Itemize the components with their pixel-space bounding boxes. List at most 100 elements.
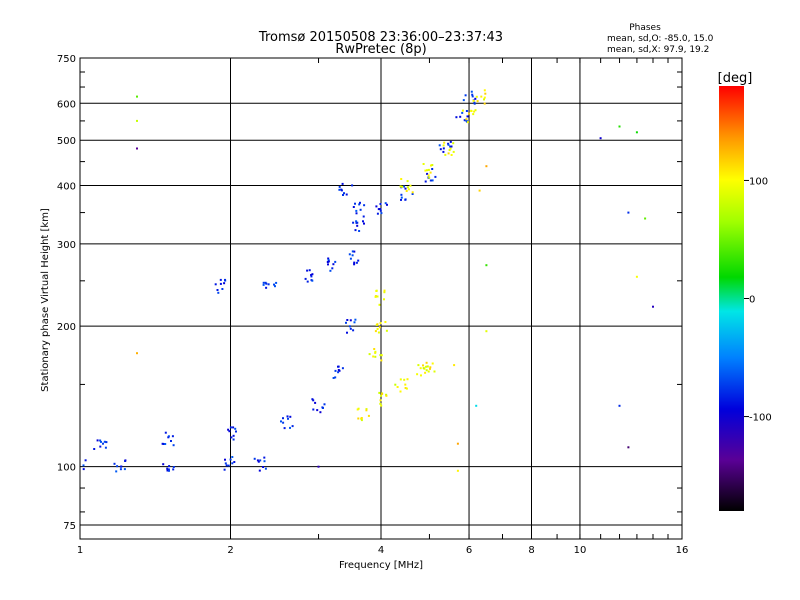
x-axis-label: Frequency [MHz] — [339, 560, 423, 571]
data-point — [75, 460, 77, 462]
colorbar — [719, 86, 744, 511]
data-point — [337, 369, 340, 371]
data-point — [216, 289, 219, 291]
phases-line-o: mean, sd,O: -85.0, 15.0 — [607, 34, 714, 44]
y-tick-label: 600 — [57, 99, 76, 110]
data-point — [214, 283, 217, 286]
data-point — [404, 187, 407, 190]
data-point — [282, 417, 284, 420]
data-point — [462, 99, 465, 102]
data-point — [378, 391, 381, 394]
data-point — [231, 456, 234, 458]
data-point — [383, 298, 385, 301]
data-point — [470, 110, 473, 112]
data-point — [372, 355, 375, 358]
data-point — [332, 377, 335, 379]
data-point — [224, 278, 226, 281]
data-point — [381, 392, 384, 395]
data-point — [267, 283, 270, 286]
data-point — [358, 230, 361, 232]
data-point — [231, 462, 234, 465]
data-point — [327, 260, 330, 263]
data-point — [282, 421, 285, 424]
data-point — [352, 221, 355, 224]
data-point — [442, 144, 445, 147]
data-point — [424, 371, 427, 374]
data-point — [407, 188, 410, 191]
data-point — [485, 330, 488, 333]
axis-ticks: 1 2 4 6 8 10 16 75 100 200 300 400 500 600 750 — [57, 54, 688, 556]
data-point — [354, 202, 356, 205]
data-point — [411, 193, 414, 195]
data-point — [311, 279, 314, 282]
data-point — [379, 402, 382, 405]
data-point — [466, 115, 469, 118]
data-point — [338, 185, 341, 188]
data-point — [409, 184, 412, 187]
data-point — [465, 110, 468, 112]
data-point — [265, 286, 268, 289]
data-point — [452, 142, 455, 145]
y-tick-label: 75 — [63, 521, 76, 532]
data-point — [345, 321, 347, 324]
data-point — [400, 178, 403, 180]
data-point — [168, 469, 170, 472]
data-point — [103, 440, 106, 443]
data-point — [427, 168, 430, 171]
data-point — [99, 445, 102, 448]
data-point — [263, 456, 266, 459]
data-point — [417, 364, 420, 367]
data-point — [312, 399, 315, 402]
data-point — [384, 202, 387, 205]
data-point — [429, 367, 431, 370]
data-point — [304, 277, 307, 280]
data-point — [136, 95, 138, 98]
data-point — [262, 283, 265, 286]
data-point — [380, 359, 383, 362]
data-point — [353, 250, 356, 253]
y-tick-label: 200 — [57, 322, 76, 333]
data-point — [444, 153, 447, 156]
data-point — [76, 461, 78, 463]
data-point — [427, 174, 430, 177]
data-point — [431, 179, 434, 182]
data-point — [429, 171, 432, 174]
data-point — [378, 326, 381, 329]
data-point — [483, 96, 486, 99]
data-point — [380, 354, 383, 357]
data-point — [385, 329, 388, 332]
data-point — [399, 185, 402, 188]
data-point — [342, 194, 344, 196]
data-point — [355, 261, 358, 264]
data-point — [464, 94, 467, 97]
data-point — [455, 116, 458, 119]
data-point — [426, 169, 428, 172]
data-point — [375, 205, 378, 208]
data-point — [474, 109, 477, 112]
data-point — [394, 383, 397, 386]
data-point — [365, 409, 368, 412]
data-point — [312, 408, 315, 411]
data-point — [349, 257, 352, 260]
data-point — [306, 269, 309, 272]
data-point — [383, 291, 386, 294]
data-point — [450, 154, 453, 156]
data-point — [334, 369, 337, 372]
data-point — [264, 467, 267, 470]
data-point — [351, 250, 354, 253]
y-tick-label: 400 — [57, 181, 76, 192]
data-point — [461, 111, 464, 114]
data-point — [219, 282, 222, 285]
data-point — [374, 295, 377, 298]
data-point — [136, 119, 138, 122]
data-point — [228, 430, 231, 433]
data-point — [375, 290, 378, 292]
phases-line-x: mean, sd,X: 97.9, 19.2 — [607, 45, 709, 55]
data-point — [310, 275, 313, 278]
data-point — [116, 465, 119, 468]
data-point — [166, 467, 169, 470]
data-point — [424, 180, 427, 183]
data-point — [470, 90, 473, 93]
data-point — [480, 95, 483, 98]
data-point — [123, 468, 126, 471]
